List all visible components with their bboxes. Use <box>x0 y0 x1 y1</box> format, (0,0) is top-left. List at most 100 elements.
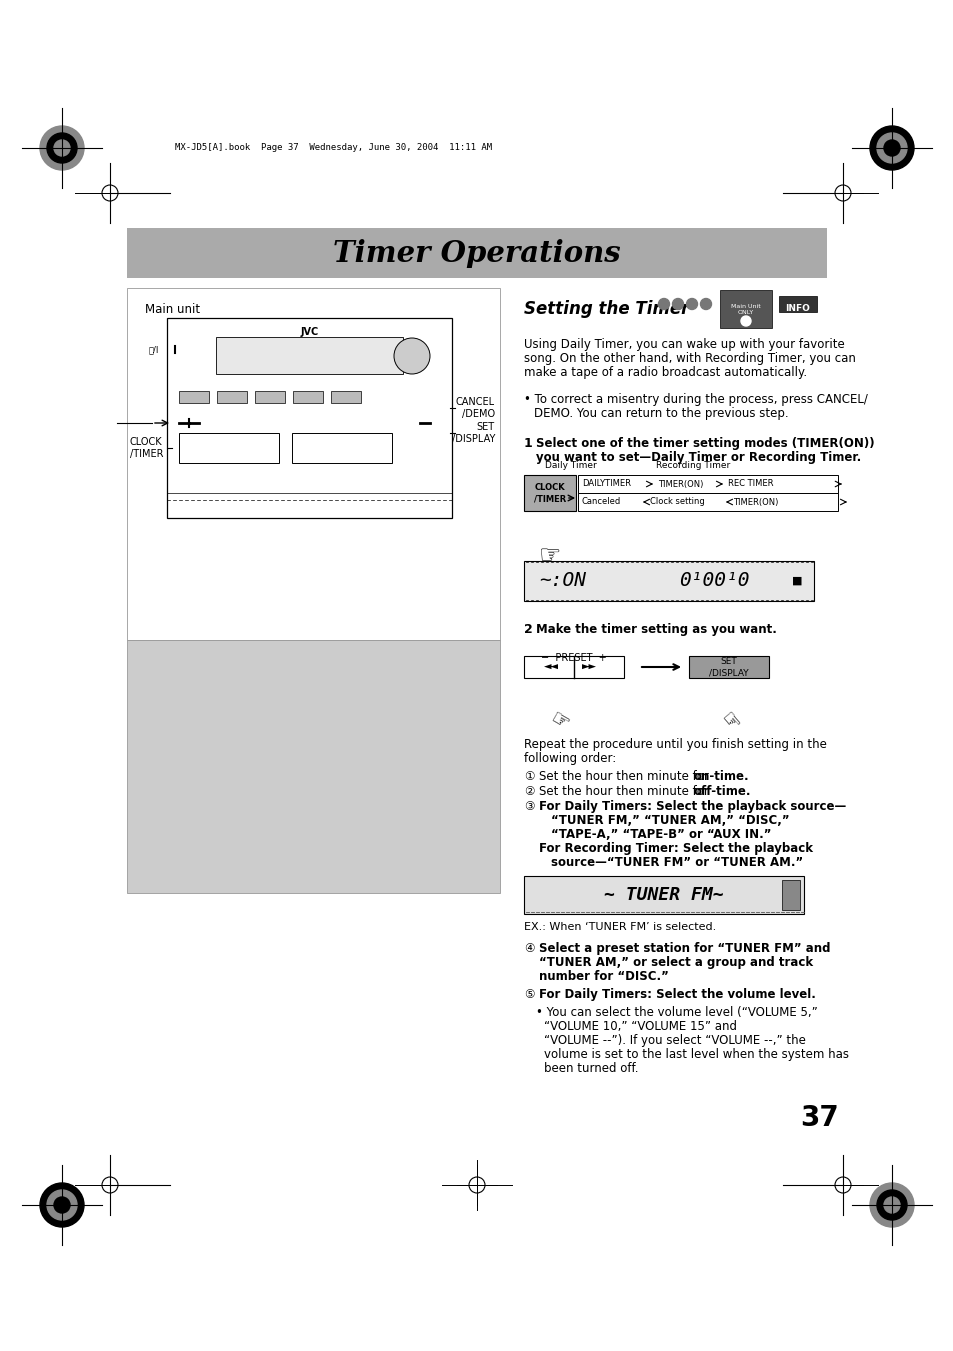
Text: Main unit: Main unit <box>145 303 200 316</box>
Text: −  PRESET  +: − PRESET + <box>540 653 606 663</box>
Bar <box>292 434 392 463</box>
Text: ☞: ☞ <box>545 708 572 735</box>
Text: • To correct a misentry during the process, press CANCEL/: • To correct a misentry during the proce… <box>523 393 867 407</box>
Text: off-time.: off-time. <box>693 785 751 798</box>
Text: ③: ③ <box>523 800 534 813</box>
Text: REC TIMER: REC TIMER <box>727 480 773 489</box>
Text: Recording Timer: Recording Timer <box>656 461 729 470</box>
Text: CLOCK
/TIMER: CLOCK /TIMER <box>534 482 565 503</box>
Text: Select a preset station for “TUNER FM” and: Select a preset station for “TUNER FM” a… <box>538 942 830 955</box>
Bar <box>179 434 278 463</box>
Text: SET
/DISPLAY: SET /DISPLAY <box>451 423 495 443</box>
Bar <box>127 640 499 893</box>
Bar <box>720 290 771 328</box>
Text: Select one of the timer setting modes (TIMER(ON)): Select one of the timer setting modes (T… <box>536 436 874 450</box>
Text: For Daily Timers: Select the playback source—: For Daily Timers: Select the playback so… <box>538 800 845 813</box>
Bar <box>127 228 826 278</box>
Bar <box>578 476 837 493</box>
Text: ②: ② <box>523 785 534 798</box>
Circle shape <box>700 299 711 309</box>
Text: you want to set—Daily Timer or Recording Timer.: you want to set—Daily Timer or Recording… <box>536 451 861 463</box>
Text: ⏻/I: ⏻/I <box>149 346 159 354</box>
Text: song. On the other hand, with Recording Timer, you can: song. On the other hand, with Recording … <box>523 353 855 365</box>
Circle shape <box>658 299 669 309</box>
Text: number for “DISC.”: number for “DISC.” <box>538 970 668 984</box>
Text: ④: ④ <box>523 942 534 955</box>
Text: on-time.: on-time. <box>693 770 749 784</box>
Circle shape <box>883 141 899 155</box>
Text: 1: 1 <box>523 436 532 450</box>
Circle shape <box>40 126 84 170</box>
Text: CLOCK
/TIMER: CLOCK /TIMER <box>130 438 163 459</box>
Bar <box>523 657 623 678</box>
Text: CANCEL
/DEMO: CANCEL /DEMO <box>456 397 495 419</box>
Text: EX.: When ‘TUNER FM’ is selected.: EX.: When ‘TUNER FM’ is selected. <box>523 921 716 932</box>
Bar <box>578 493 837 511</box>
Text: “TUNER FM,” “TUNER AM,” “DISC,”: “TUNER FM,” “TUNER AM,” “DISC,” <box>551 815 789 827</box>
Bar <box>523 476 576 511</box>
Text: ~:ON: ~:ON <box>538 571 585 590</box>
Circle shape <box>869 126 913 170</box>
Bar <box>779 296 816 312</box>
Bar <box>688 657 768 678</box>
Text: Make the timer setting as you want.: Make the timer setting as you want. <box>536 623 776 636</box>
Text: DAILYTIMER: DAILYTIMER <box>581 480 630 489</box>
Text: Clock setting: Clock setting <box>649 497 704 507</box>
Circle shape <box>47 1190 77 1220</box>
Text: Canceled: Canceled <box>581 497 620 507</box>
Circle shape <box>47 132 77 163</box>
Text: “TUNER AM,” or select a group and track: “TUNER AM,” or select a group and track <box>538 957 812 969</box>
Text: make a tape of a radio broadcast automatically.: make a tape of a radio broadcast automat… <box>523 366 806 380</box>
Text: source—“TUNER FM” or “TUNER AM.”: source—“TUNER FM” or “TUNER AM.” <box>551 857 802 869</box>
Text: “TAPE-A,” “TAPE-B” or “AUX IN.”: “TAPE-A,” “TAPE-B” or “AUX IN.” <box>551 828 771 842</box>
Circle shape <box>686 299 697 309</box>
Circle shape <box>54 1197 70 1213</box>
Bar <box>523 561 813 601</box>
Text: TIMER(ON): TIMER(ON) <box>732 497 778 507</box>
Text: SET
/DISPLAY: SET /DISPLAY <box>708 657 748 677</box>
Text: For Daily Timers: Select the volume level.: For Daily Timers: Select the volume leve… <box>538 988 815 1001</box>
Bar <box>331 390 360 403</box>
Circle shape <box>394 338 430 374</box>
Text: TIMER(ON): TIMER(ON) <box>658 480 702 489</box>
Text: Setting the Timer: Setting the Timer <box>523 300 689 317</box>
Text: 37: 37 <box>800 1104 839 1132</box>
Text: Repeat the procedure until you finish setting in the: Repeat the procedure until you finish se… <box>523 738 826 751</box>
Text: ①: ① <box>523 770 534 784</box>
Text: ☞: ☞ <box>715 708 741 735</box>
Circle shape <box>740 316 750 326</box>
Circle shape <box>869 1183 913 1227</box>
Bar <box>167 317 452 517</box>
Text: Set the hour then minute for: Set the hour then minute for <box>538 770 712 784</box>
Text: MX-JD5[A].book  Page 37  Wednesday, June 30, 2004  11:11 AM: MX-JD5[A].book Page 37 Wednesday, June 3… <box>174 143 492 153</box>
FancyBboxPatch shape <box>215 336 402 374</box>
Text: ◄◄: ◄◄ <box>543 661 558 674</box>
Bar <box>254 390 285 403</box>
Bar <box>293 390 323 403</box>
Text: Using Daily Timer, you can wake up with your favorite: Using Daily Timer, you can wake up with … <box>523 338 843 351</box>
Text: volume is set to the last level when the system has: volume is set to the last level when the… <box>543 1048 848 1061</box>
Text: ►►: ►► <box>581 661 597 674</box>
Text: ☞: ☞ <box>538 544 560 567</box>
Text: “VOLUME 10,” “VOLUME 15” and: “VOLUME 10,” “VOLUME 15” and <box>543 1020 737 1034</box>
Circle shape <box>876 1190 906 1220</box>
Text: INFO: INFO <box>784 304 810 313</box>
Text: Daily Timer: Daily Timer <box>544 461 597 470</box>
Bar <box>179 390 209 403</box>
Circle shape <box>876 132 906 163</box>
Text: 2: 2 <box>523 623 532 636</box>
Text: Timer Operations: Timer Operations <box>333 239 620 267</box>
Text: JVC: JVC <box>300 327 318 336</box>
Text: Set the hour then minute for: Set the hour then minute for <box>538 785 712 798</box>
Text: been turned off.: been turned off. <box>543 1062 638 1075</box>
Circle shape <box>40 1183 84 1227</box>
Text: ⑤: ⑤ <box>523 988 534 1001</box>
Text: ■: ■ <box>791 576 801 586</box>
Text: • You can select the volume level (“VOLUME 5,”: • You can select the volume level (“VOLU… <box>536 1006 817 1019</box>
Text: Main Unit
ONLY: Main Unit ONLY <box>730 304 760 315</box>
Bar <box>523 875 803 915</box>
Bar <box>127 288 499 640</box>
Text: “VOLUME --”). If you select “VOLUME --,” the: “VOLUME --”). If you select “VOLUME --,”… <box>543 1034 805 1047</box>
Text: ~ TUNER FM~: ~ TUNER FM~ <box>603 886 723 904</box>
Bar <box>216 390 247 403</box>
